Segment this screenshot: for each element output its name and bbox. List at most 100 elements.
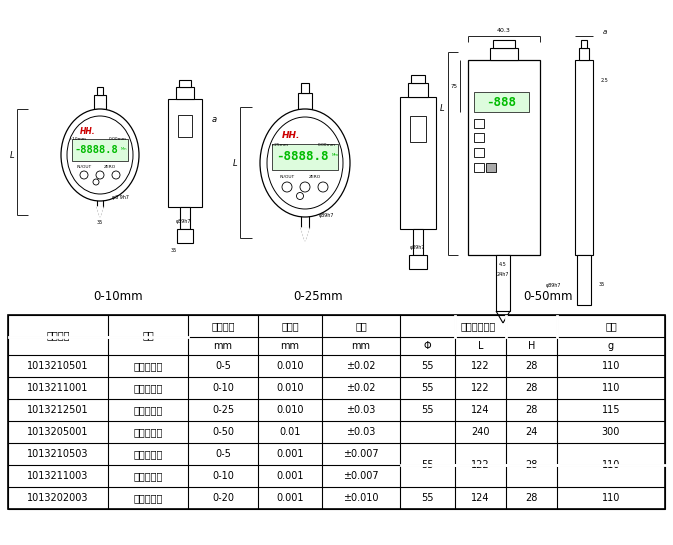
Text: 精度: 精度: [355, 321, 367, 331]
Bar: [272, 144, 338, 170]
Text: L: L: [9, 150, 14, 160]
Text: 1013211003: 1013211003: [28, 471, 89, 481]
Text: HH.: HH.: [282, 130, 300, 140]
Text: φ8 9h7: φ8 9h7: [112, 195, 129, 199]
Text: 35: 35: [97, 221, 103, 226]
Text: 55: 55: [421, 493, 434, 503]
Text: 0.01: 0.01: [279, 427, 301, 437]
Text: 110: 110: [602, 460, 621, 470]
Text: ZERO: ZERO: [309, 175, 321, 179]
Bar: [179, 80, 191, 87]
Text: 124: 124: [471, 405, 490, 415]
Text: 名称: 名称: [142, 330, 154, 340]
Bar: [94, 95, 106, 109]
Text: 110: 110: [602, 383, 621, 393]
Text: ±0.007: ±0.007: [343, 449, 379, 459]
Text: L: L: [439, 104, 444, 113]
Text: 0.001: 0.001: [276, 493, 304, 503]
Bar: [577, 255, 591, 305]
Text: 122: 122: [471, 460, 490, 470]
Ellipse shape: [61, 109, 139, 201]
Bar: [411, 75, 425, 83]
Text: H: H: [528, 341, 535, 351]
Text: 55: 55: [421, 405, 434, 415]
Text: 0.010: 0.010: [276, 361, 304, 371]
Text: 0-5: 0-5: [215, 361, 231, 371]
Text: 0.001: 0.001: [276, 449, 304, 459]
Text: 4.5: 4.5: [499, 263, 507, 268]
Text: 122: 122: [471, 361, 490, 371]
Bar: [8, 315, 665, 509]
Text: 240: 240: [471, 427, 490, 437]
Bar: [575, 60, 593, 255]
Circle shape: [93, 179, 99, 185]
Text: 测量范围: 测量范围: [211, 321, 235, 331]
Text: 0-50mm: 0-50mm: [523, 290, 573, 304]
Bar: [486, 163, 496, 172]
Text: 0-25mm: 0-25mm: [293, 290, 343, 304]
Text: IN/OUT: IN/OUT: [77, 165, 92, 169]
Text: a: a: [211, 114, 217, 124]
Text: 1013205001: 1013205001: [27, 427, 89, 437]
Text: 110: 110: [602, 361, 621, 371]
Bar: [474, 92, 529, 112]
Text: ±0.007: ±0.007: [343, 471, 379, 481]
Bar: [97, 87, 103, 95]
Text: 主要结构尺寸: 主要结构尺寸: [461, 321, 496, 331]
Text: 55: 55: [421, 361, 434, 371]
Text: 1013210501: 1013210501: [27, 361, 89, 371]
Text: 0-20: 0-20: [212, 493, 234, 503]
Bar: [409, 255, 427, 269]
Bar: [413, 229, 423, 255]
Bar: [468, 60, 540, 255]
Text: 24: 24: [526, 427, 538, 437]
Text: 122: 122: [471, 383, 490, 393]
Text: 数显千分表: 数显千分表: [133, 493, 163, 503]
Text: 0-5: 0-5: [215, 449, 231, 459]
Bar: [176, 87, 194, 99]
Text: ZERO: ZERO: [104, 165, 116, 169]
Text: 1013210503: 1013210503: [27, 449, 89, 459]
Text: ±0.02: ±0.02: [346, 361, 376, 371]
Text: 28: 28: [526, 493, 538, 503]
Text: φ89h7: φ89h7: [411, 245, 426, 250]
Bar: [474, 163, 484, 172]
Text: 分辨力: 分辨力: [281, 321, 299, 331]
Bar: [581, 40, 587, 48]
Text: mm: mm: [281, 341, 299, 351]
Text: 数显百分表: 数显百分表: [133, 427, 163, 437]
Text: mm: mm: [351, 341, 371, 351]
Bar: [177, 229, 193, 243]
Text: -888: -888: [486, 95, 516, 108]
Text: φ89h7: φ89h7: [176, 219, 192, 223]
Bar: [298, 93, 312, 109]
Text: 1013202003: 1013202003: [27, 493, 89, 503]
Text: 124: 124: [471, 493, 490, 503]
Text: L: L: [478, 341, 483, 351]
Bar: [490, 48, 518, 60]
Text: 1013212501: 1013212501: [27, 405, 89, 415]
Text: 28: 28: [526, 383, 538, 393]
Bar: [493, 40, 515, 48]
Text: 重量: 重量: [605, 321, 617, 331]
Text: 24h7: 24h7: [497, 272, 509, 277]
Text: 数显百分表: 数显百分表: [133, 383, 163, 393]
Text: 28: 28: [526, 405, 538, 415]
Text: 0-10: 0-10: [212, 471, 234, 481]
Text: Φ: Φ: [424, 341, 431, 351]
Text: 28: 28: [526, 361, 538, 371]
Text: r:25mm: r:25mm: [271, 143, 289, 147]
Text: 数显千分表: 数显千分表: [133, 449, 163, 459]
Text: -8888.8: -8888.8: [74, 145, 118, 155]
Text: 数显千分表: 数显千分表: [133, 471, 163, 481]
Text: 数显百分表: 数显百分表: [133, 361, 163, 371]
Bar: [579, 48, 589, 60]
Text: 0.001: 0.001: [276, 471, 304, 481]
Text: ᴹᵐ: ᴹᵐ: [331, 154, 339, 160]
Circle shape: [300, 182, 310, 192]
Ellipse shape: [260, 109, 350, 217]
Circle shape: [297, 192, 304, 199]
Bar: [496, 255, 510, 311]
Text: a: a: [603, 29, 607, 35]
Bar: [97, 179, 103, 207]
